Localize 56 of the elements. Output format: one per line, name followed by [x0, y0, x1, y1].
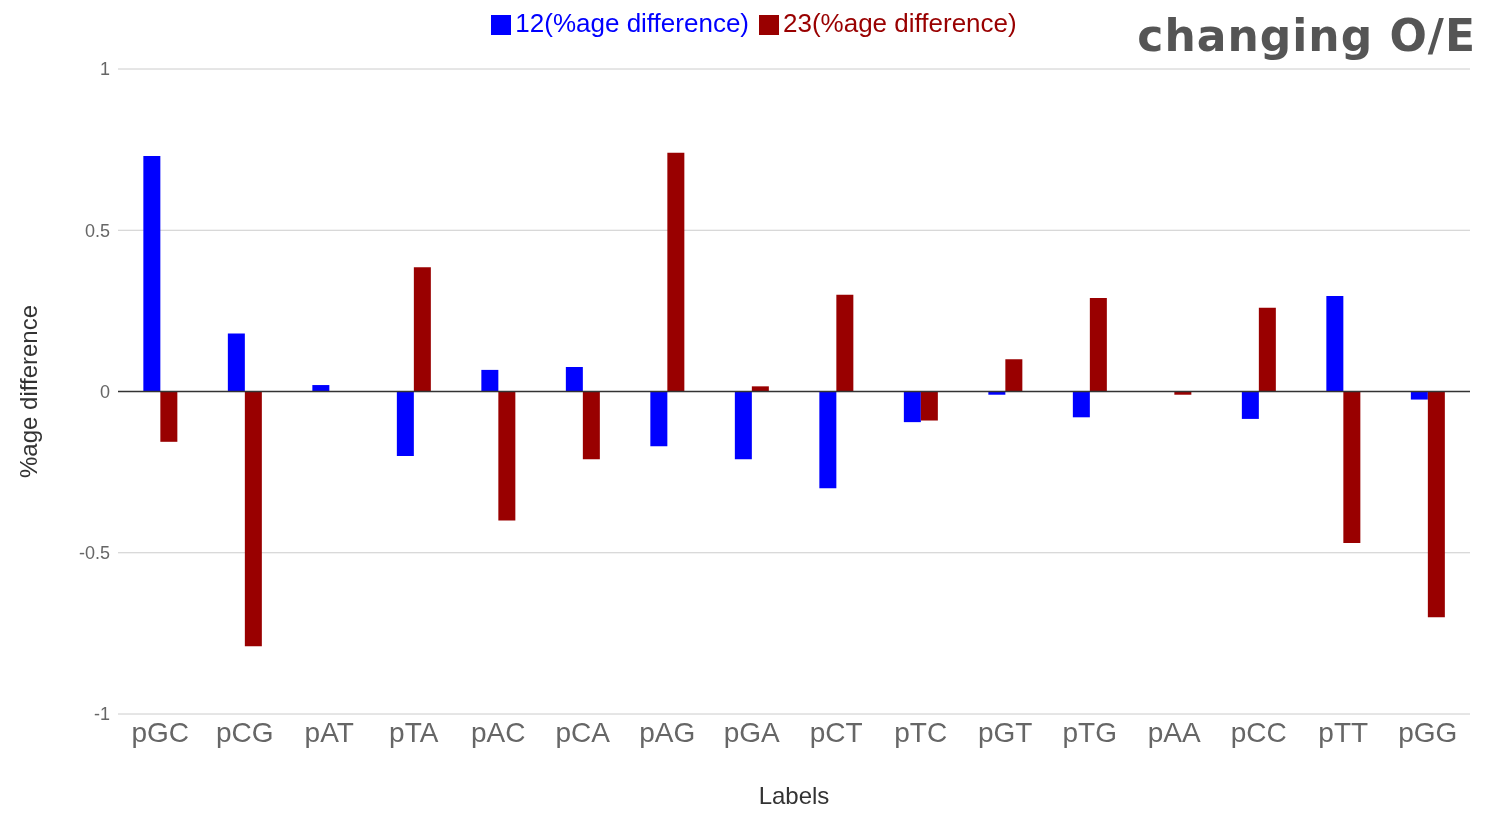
bar [244, 391, 262, 647]
y-tick-label: -0.5 [78, 543, 110, 564]
bar [1410, 391, 1428, 400]
bar [1089, 297, 1107, 392]
y-tick-label: 0 [99, 381, 110, 402]
bar [1005, 359, 1023, 392]
y-tick-label: 0.5 [84, 220, 110, 241]
bar [312, 385, 330, 392]
x-tick-label: pGT [978, 716, 1033, 748]
bar [734, 391, 752, 460]
x-tick-label: pAG [639, 716, 696, 748]
bar [819, 391, 837, 489]
bar [1174, 391, 1192, 395]
y-tick-label: 1 [99, 59, 110, 80]
x-tick-label: pCC [1230, 716, 1287, 748]
x-tick-label: pGG [1398, 716, 1458, 748]
bar [143, 156, 161, 392]
bar [988, 391, 1006, 395]
bar [160, 391, 178, 442]
bar [498, 391, 516, 521]
x-tick-label: pCT [809, 716, 863, 748]
bar [1241, 391, 1259, 419]
x-tick-label: pTG [1062, 716, 1117, 748]
x-tick-label: pTT [1318, 716, 1369, 748]
chart-title: changing O/E [1137, 10, 1476, 61]
x-tick-label: pGC [131, 716, 190, 748]
bar [1427, 391, 1445, 618]
legend-label: 23(%age difference) [783, 8, 1017, 38]
bar [751, 386, 769, 392]
legend-label: 12(%age difference) [515, 8, 749, 38]
x-tick-label: pCG [215, 716, 274, 748]
y-axis-title: %age difference [14, 304, 42, 479]
bar [1343, 391, 1361, 544]
x-axis-title: Labels [758, 782, 830, 809]
bar [582, 391, 600, 460]
x-tick-label: pGA [723, 716, 781, 748]
x-tick-label: pAC [471, 716, 526, 748]
bar [650, 391, 668, 447]
x-tick-label: pCA [555, 716, 611, 748]
bar [667, 152, 685, 392]
x-tick-label: pTA [389, 716, 439, 748]
bar [1326, 296, 1344, 392]
bar [413, 267, 431, 392]
bar [920, 391, 938, 421]
bar [227, 333, 245, 392]
bar [1072, 391, 1090, 418]
bar [836, 294, 854, 392]
bar [1258, 307, 1276, 392]
bar [565, 366, 583, 392]
x-tick-label: pTC [894, 716, 948, 748]
bar [396, 391, 414, 456]
bar [481, 369, 499, 392]
x-tick-label: pAT [304, 716, 354, 748]
y-tick-label: -1 [93, 704, 110, 725]
x-tick-label: pAA [1147, 716, 1202, 748]
bar [903, 391, 921, 423]
